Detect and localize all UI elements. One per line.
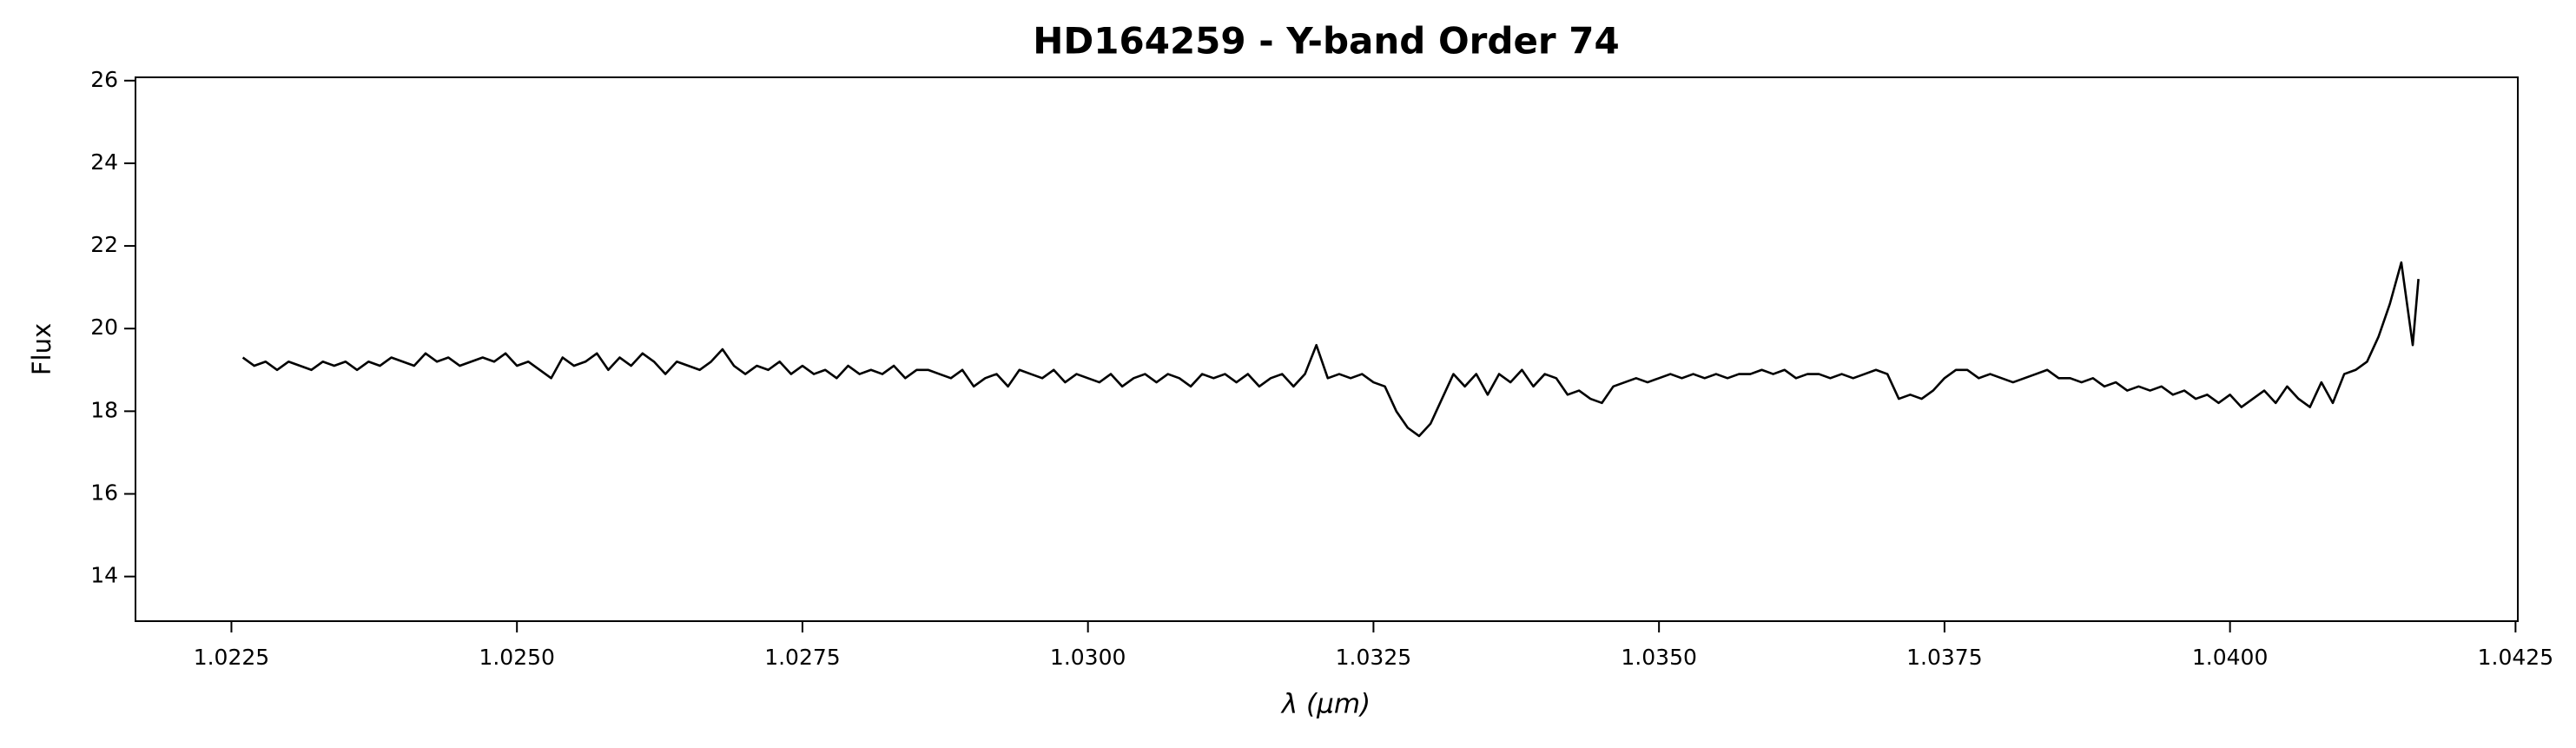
- x-tick-label: 1.0300: [1050, 645, 1126, 670]
- y-axis-label: Flux: [27, 323, 56, 375]
- y-tick-label: 26: [90, 67, 118, 92]
- y-tick-label: 14: [90, 563, 118, 588]
- y-tick-label: 16: [90, 480, 118, 505]
- y-tick-label: 22: [90, 232, 118, 257]
- x-tick-label: 1.0325: [1336, 645, 1411, 670]
- x-tick-label: 1.0425: [2478, 645, 2553, 670]
- y-tick-label: 18: [90, 397, 118, 422]
- y-tick-label: 24: [90, 149, 118, 175]
- x-tick-label: 1.0250: [479, 645, 554, 670]
- y-tick-label: 20: [90, 314, 118, 340]
- spectrum-line: [241, 261, 2420, 438]
- x-tick-label: 1.0400: [2192, 645, 2268, 670]
- chart-title: HD164259 - Y-band Order 74: [1033, 20, 1619, 63]
- x-tick-label: 1.0225: [194, 645, 269, 670]
- x-tick-label: 1.0375: [1906, 645, 1982, 670]
- x-tick-label: 1.0350: [1621, 645, 1696, 670]
- plot-frame: [135, 76, 2519, 622]
- x-tick-label: 1.0275: [764, 645, 840, 670]
- x-axis-label: λ (μm): [1280, 689, 1371, 720]
